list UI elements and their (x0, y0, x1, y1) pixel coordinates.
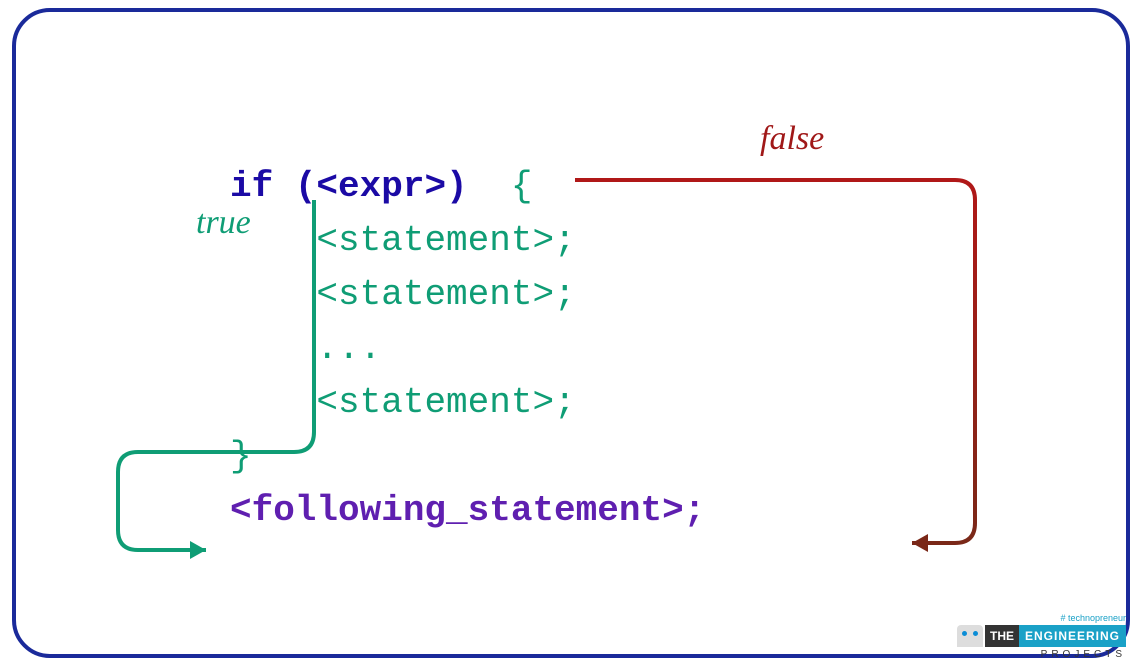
brand-logo: # technopreneur THE ENGINEERING PROJECTS (957, 613, 1126, 660)
code-line-following: <following_statement>; (230, 484, 705, 538)
keyword-if: if (230, 166, 273, 207)
following-statement: <following_statement>; (230, 490, 705, 531)
close-brace: } (230, 436, 252, 477)
code-line-stmt3: <statement>; (230, 376, 705, 430)
code-line-if: if (<expr>) { (230, 160, 705, 214)
logo-engineering: ENGINEERING (1019, 625, 1126, 647)
code-line-stmt2: <statement>; (230, 268, 705, 322)
expr: (<expr>) (295, 166, 468, 207)
false-label: false (760, 120, 824, 158)
logo-bar: THE ENGINEERING (957, 625, 1126, 647)
logo-the: THE (985, 625, 1019, 647)
ellipsis: ... (316, 328, 381, 369)
code-line-stmt1: <statement>; (230, 214, 705, 268)
statement-1: <statement>; (316, 220, 575, 261)
open-brace: { (511, 166, 533, 207)
code-block: if (<expr>) { <statement>; <statement>; … (230, 160, 705, 538)
logo-projects: PROJECTS (957, 649, 1126, 660)
code-line-close: } (230, 430, 705, 484)
statement-3: <statement>; (316, 382, 575, 423)
robot-icon (957, 625, 983, 647)
logo-tagline: # technopreneur (957, 613, 1126, 623)
statement-2: <statement>; (316, 274, 575, 315)
code-line-ellipsis: ... (230, 322, 705, 376)
